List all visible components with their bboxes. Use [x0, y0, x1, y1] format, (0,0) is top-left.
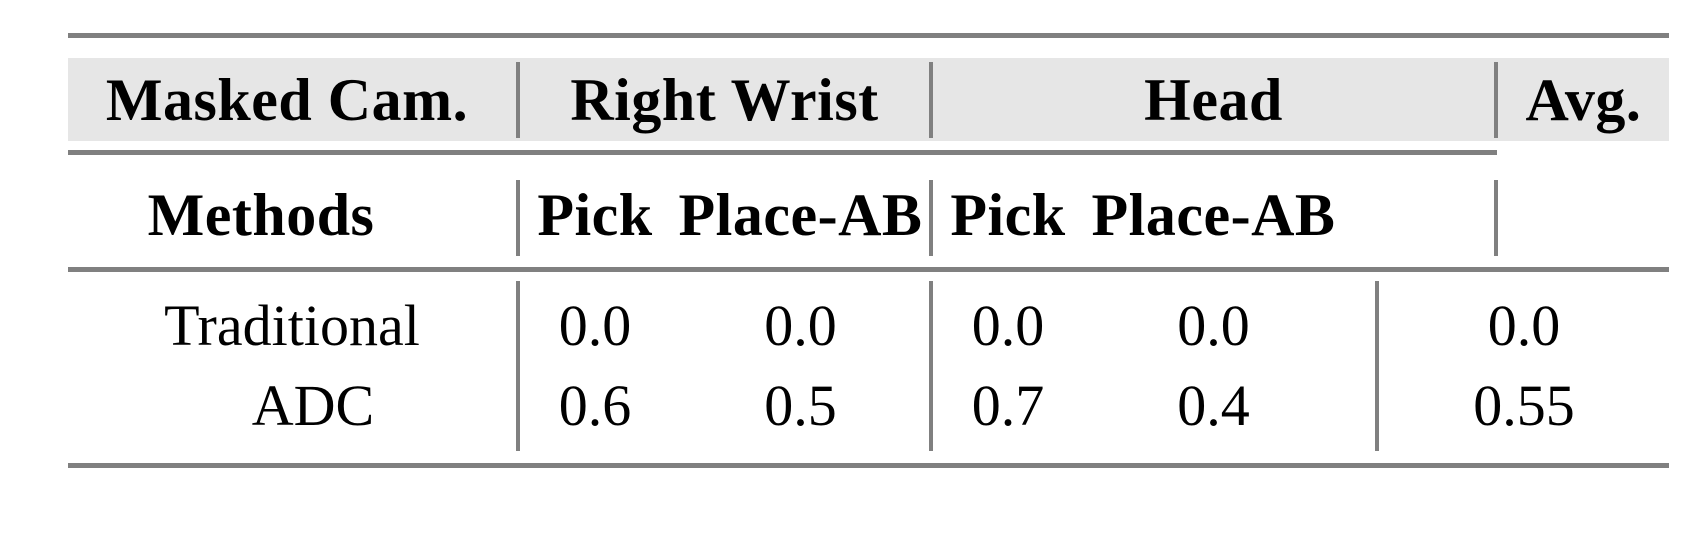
table-cell-value: 0.5: [764, 373, 837, 438]
group-header-separator-3: [1494, 62, 1498, 138]
column-header-head-place-ab: Place-AB: [1091, 182, 1336, 248]
group-header-separator-2: [929, 62, 933, 138]
column-header-masked-cam: Masked Cam.: [105, 67, 469, 133]
table-bottom-rule: [68, 463, 1669, 468]
column-header-head-pick: Pick: [950, 182, 1066, 248]
table-cell-avg: 0.0: [1487, 293, 1561, 358]
table-cell-value: 0.0: [558, 293, 632, 358]
table-cmid-rule: [68, 150, 1497, 155]
table-top-rule: [68, 33, 1669, 38]
column-group-header-head: Head: [1144, 67, 1283, 133]
body-separator-2: [929, 281, 933, 451]
table-cell-avg: 0.55: [1473, 373, 1575, 438]
table-row-method-label: ADC: [251, 373, 375, 438]
column-header-avg: Avg.: [1525, 67, 1642, 133]
sub-header-separator-2: [929, 180, 933, 256]
table-cell-value: 0.0: [764, 293, 837, 358]
sub-header-separator-1: [516, 180, 520, 256]
body-separator-1: [516, 281, 520, 451]
table-cell-value: 0.6: [558, 373, 632, 438]
table-mid-rule: [68, 267, 1669, 272]
table-cell-value: 0.7: [971, 373, 1045, 438]
table-row-method-label: Traditional: [164, 293, 420, 358]
table-cell-value: 0.0: [971, 293, 1045, 358]
group-header-separator-1: [516, 62, 520, 138]
column-header-right-wrist-place-ab: Place-AB: [678, 182, 923, 248]
column-header-right-wrist-pick: Pick: [537, 182, 653, 248]
table-header-background: [68, 58, 1669, 141]
table-cell-value: 0.0: [1177, 293, 1250, 358]
column-group-header-right-wrist: Right Wrist: [570, 67, 879, 133]
table-cell-value: 0.4: [1177, 373, 1250, 438]
column-header-avg-sub: [1498, 172, 1669, 258]
sub-header-separator-3: [1494, 180, 1498, 256]
column-header-methods: Methods: [147, 182, 375, 248]
body-separator-3: [1375, 281, 1379, 451]
